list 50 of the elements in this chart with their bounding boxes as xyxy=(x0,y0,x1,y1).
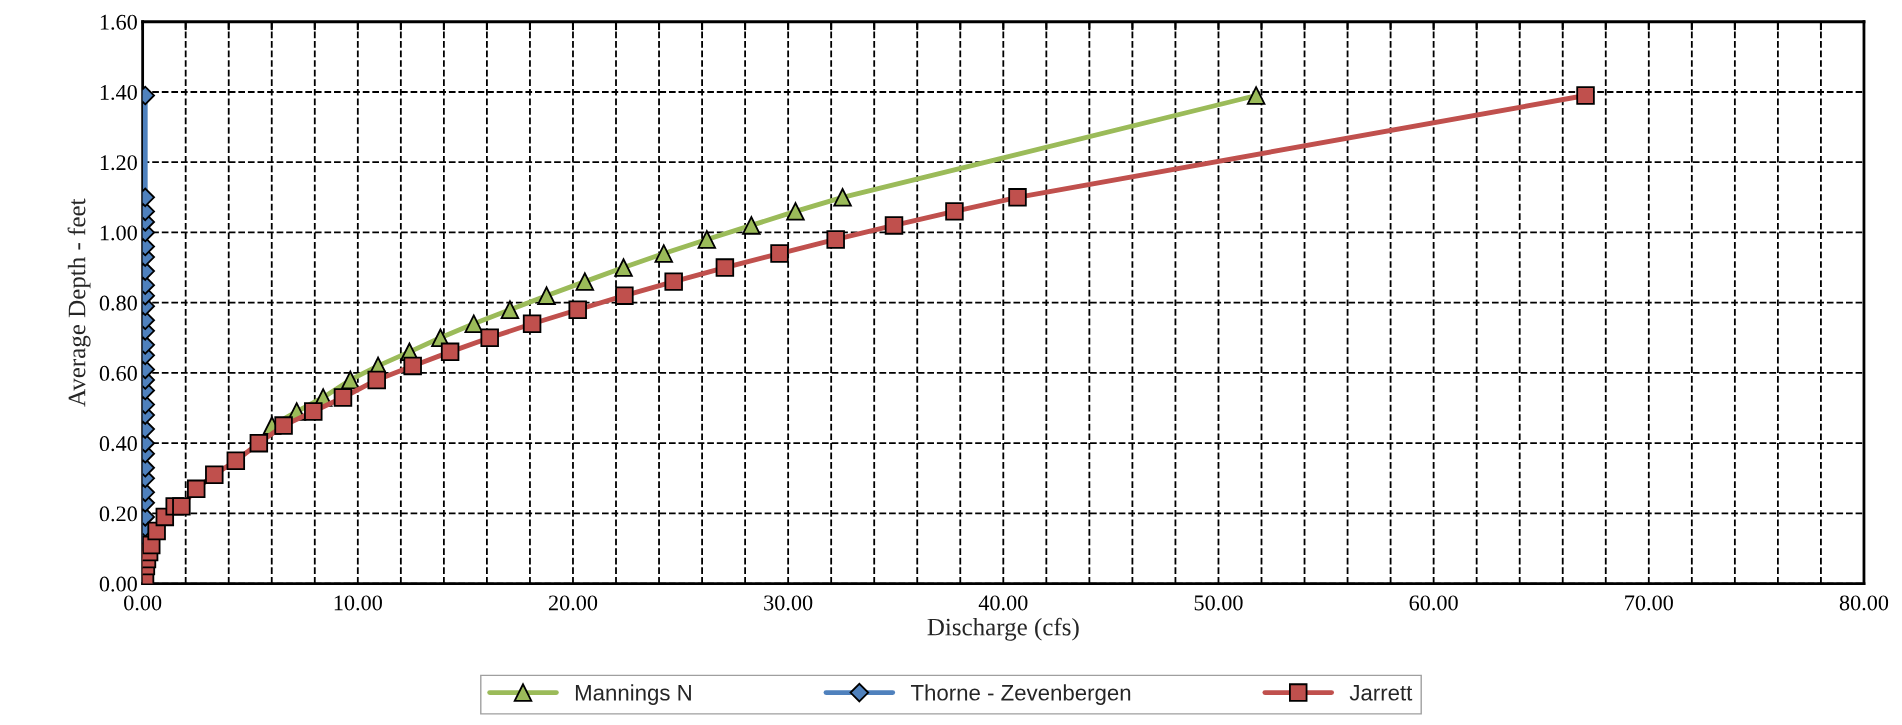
x-tick-label: 50.00 xyxy=(1194,595,1243,611)
x-tick-label: 80.00 xyxy=(1839,595,1889,611)
point xyxy=(715,258,735,277)
point xyxy=(522,314,542,333)
y-tick-label: 1.60 xyxy=(100,14,137,30)
point xyxy=(367,370,386,390)
point xyxy=(615,286,634,305)
point xyxy=(945,202,964,221)
y-axis-title: Average Depth - feet xyxy=(67,198,91,407)
point xyxy=(537,286,556,305)
point xyxy=(786,202,805,221)
point xyxy=(664,272,683,291)
point xyxy=(304,402,323,421)
point xyxy=(770,244,789,263)
point xyxy=(403,356,422,376)
y-tick-label: 0.00 xyxy=(99,576,137,592)
point xyxy=(500,300,520,319)
point xyxy=(568,300,587,319)
x-tick-label: 70.00 xyxy=(1625,595,1673,611)
x-tick-label: 0.00 xyxy=(124,595,162,611)
point xyxy=(480,328,499,348)
x-tick-label: 40.00 xyxy=(978,595,1028,611)
y-tick-label: 0.40 xyxy=(99,436,137,452)
point xyxy=(833,188,852,207)
x-tick-label: 60.00 xyxy=(1409,595,1458,611)
x-tick-label: 20.00 xyxy=(548,595,598,611)
y-tick-label: 0.20 xyxy=(99,506,137,522)
point xyxy=(742,216,761,235)
point xyxy=(1008,188,1027,207)
y-tick-label: 1.00 xyxy=(100,225,137,241)
point xyxy=(614,258,633,277)
x-tick-label: 30.00 xyxy=(764,595,813,611)
x-tick-label: 10.00 xyxy=(334,595,382,611)
y-tick-label: 1.40 xyxy=(100,84,137,101)
point xyxy=(440,342,460,362)
legend-label: Jarrett xyxy=(1349,685,1413,701)
point xyxy=(575,272,595,291)
point xyxy=(341,370,360,390)
point xyxy=(464,314,484,333)
y-tick-label: 1.20 xyxy=(100,155,137,171)
point xyxy=(654,244,674,263)
legend-label: Mannings N xyxy=(575,684,691,705)
point xyxy=(884,216,904,235)
y-tick-label: 0.60 xyxy=(99,365,137,381)
point xyxy=(333,388,353,407)
x-axis-title: Discharge (cfs) xyxy=(927,617,1079,641)
legend-label: Thorne - Zevenbergen xyxy=(910,684,1131,705)
point xyxy=(697,230,717,249)
y-tick-label: 0.80 xyxy=(99,295,137,311)
point xyxy=(826,230,845,249)
